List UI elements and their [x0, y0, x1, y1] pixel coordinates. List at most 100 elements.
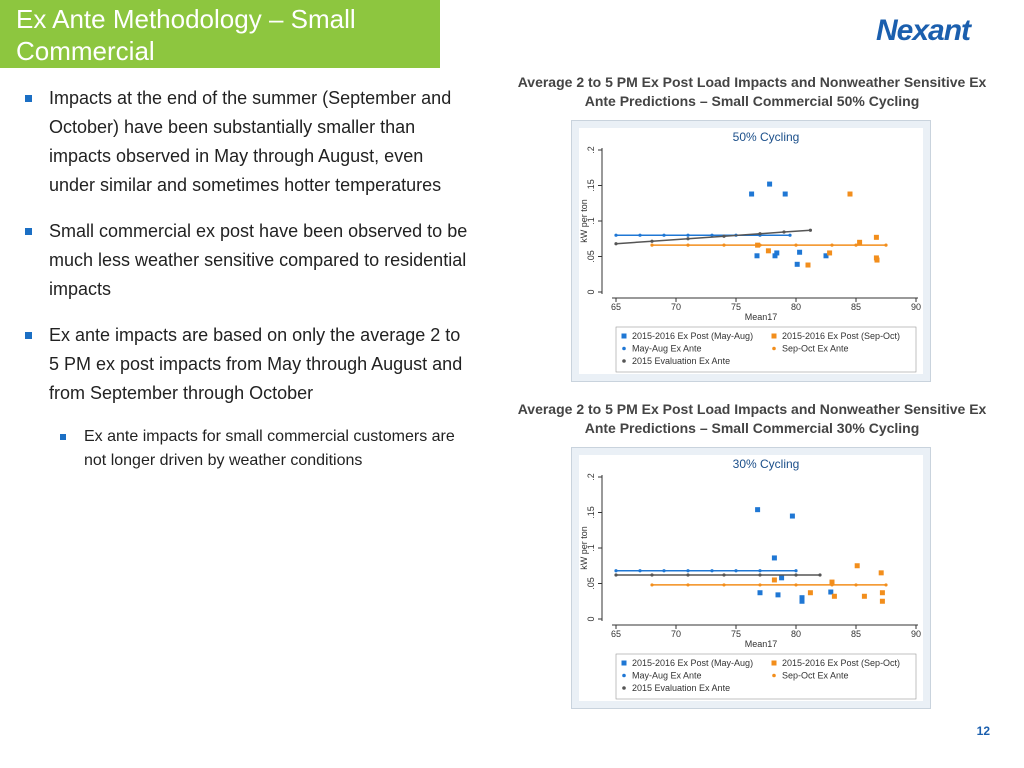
bullet: Ex ante impacts for small commercial cus…: [58, 425, 464, 473]
legend-label: May-Aug Ex Ante: [632, 671, 702, 681]
x-axis-label: Mean17: [745, 312, 778, 322]
line-point: [782, 230, 786, 234]
line-point: [650, 239, 654, 243]
data-point: [771, 577, 777, 583]
data-point: [823, 253, 829, 259]
line-point: [758, 232, 762, 236]
logo: Nexant: [876, 14, 971, 47]
data-point: [772, 253, 778, 259]
x-tick-label: 85: [851, 302, 861, 312]
legend-marker: [622, 686, 626, 690]
line-point: [854, 583, 858, 587]
line-point: [686, 569, 690, 573]
line-point: [808, 228, 812, 232]
y-tick-label: .2: [586, 146, 596, 154]
line-point: [614, 233, 618, 237]
data-point: [799, 598, 805, 604]
line-point: [638, 569, 642, 573]
data-point: [828, 589, 834, 595]
plot-title: 50% Cycling: [733, 130, 800, 144]
line-point: [710, 569, 714, 573]
legend-marker: [622, 673, 626, 678]
data-point: [782, 191, 788, 197]
line-point: [686, 233, 690, 237]
data-point: [779, 575, 785, 581]
data-point: [775, 592, 781, 598]
line-point: [650, 573, 654, 577]
line-point: [794, 573, 798, 577]
bullet: Impacts at the end of the summer (Septem…: [22, 84, 472, 200]
y-axis-label: kW per ton: [579, 526, 589, 570]
line-point: [662, 233, 666, 237]
y-axis-label: kW per ton: [579, 199, 589, 243]
line-point: [758, 243, 762, 247]
bullet: Small commercial ex post have been obser…: [22, 217, 472, 304]
data-point: [831, 593, 837, 599]
line-point: [686, 243, 690, 247]
x-axis-label: Mean17: [745, 639, 778, 649]
line-point: [638, 233, 642, 237]
data-point: [873, 234, 879, 240]
legend-label: Sep-Oct Ex Ante: [782, 344, 849, 354]
x-tick-label: 70: [671, 302, 681, 312]
y-tick-label: .1: [586, 217, 596, 225]
legend-marker: [621, 333, 627, 339]
line-point: [794, 583, 798, 587]
chart: 30% Cycling 65 70 75 80 85 90 0 .05 .1 .15 .2 Mean17…: [571, 447, 931, 709]
x-tick-label: 80: [791, 629, 801, 639]
x-tick-label: 65: [611, 302, 621, 312]
x-tick-label: 65: [611, 629, 621, 639]
x-tick-label: 90: [911, 629, 921, 639]
y-tick-label: 0: [586, 616, 596, 621]
chart-caption: Average 2 to 5 PM Ex Post Load Impacts a…: [517, 74, 987, 109]
data-point: [767, 181, 773, 187]
legend-label: Sep-Oct Ex Ante: [782, 671, 849, 681]
line-point: [884, 243, 888, 247]
line-point: [650, 243, 654, 247]
line-point: [830, 243, 834, 247]
line-point: [686, 573, 690, 577]
data-point: [774, 250, 780, 256]
line-point: [614, 242, 618, 246]
y-tick-label: .1: [586, 544, 596, 552]
data-point: [807, 590, 813, 596]
bullet: Ex ante impacts are based on only the av…: [22, 321, 472, 408]
data-point: [805, 262, 811, 268]
data-point: [799, 595, 805, 601]
data-point: [794, 261, 800, 267]
legend-marker: [622, 346, 626, 351]
line-point: [722, 234, 726, 238]
data-point: [874, 257, 880, 263]
line-point: [614, 573, 618, 577]
page-number: 12: [976, 724, 990, 738]
legend-box: [615, 326, 917, 373]
slide-title: Ex Ante Methodology – Small Commercial: [0, 0, 440, 68]
data-point: [879, 590, 885, 596]
x-tick-label: 85: [851, 629, 861, 639]
line-point: [686, 237, 690, 241]
x-tick-label: 75: [731, 302, 741, 312]
legend-label: 2015 Evaluation Ex Ante: [632, 356, 730, 366]
data-point: [854, 563, 860, 569]
data-point: [757, 590, 763, 596]
data-point: [847, 191, 853, 197]
line-point: [614, 569, 618, 573]
line-point: [758, 583, 762, 587]
data-point: [771, 555, 777, 561]
y-tick-label: 0: [586, 289, 596, 294]
data-point: [861, 593, 867, 599]
data-point: [879, 598, 885, 604]
legend-label: 2015 Evaluation Ex Ante: [632, 683, 730, 693]
line-point: [818, 573, 822, 577]
bullet-list: Impacts at the end of the summer (Septem…: [22, 84, 472, 473]
data-point: [755, 507, 761, 513]
data-point: [765, 248, 771, 254]
x-tick-label: 90: [911, 302, 921, 312]
line-point: [854, 243, 858, 247]
data-point: [829, 579, 835, 585]
line-point: [722, 573, 726, 577]
line-point: [830, 583, 834, 587]
data-point: [857, 239, 863, 245]
line-point: [788, 233, 792, 237]
